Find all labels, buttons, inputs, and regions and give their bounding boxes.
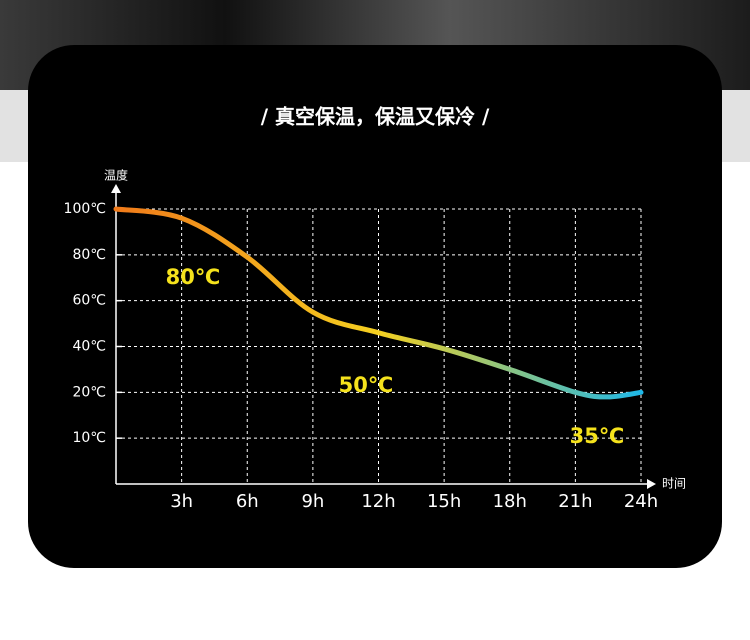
x-tick-label: 12h (361, 491, 395, 512)
y-tick-label: 10℃ (72, 430, 106, 446)
y-arrow (111, 184, 121, 193)
x-arrow (647, 479, 656, 489)
y-tick-label: 100℃ (64, 201, 106, 217)
annotation: 80℃ (166, 265, 221, 289)
y-tick-label: 40℃ (72, 339, 106, 355)
x-tick-label: 6h (236, 491, 259, 512)
x-tick-label: 24h (624, 491, 658, 512)
annotation: 50℃ (339, 373, 394, 397)
x-tick-label: 21h (558, 491, 592, 512)
x-tick-label: 18h (493, 491, 527, 512)
data-line (113, 206, 644, 400)
card (28, 45, 722, 568)
y-tick-label: 20℃ (72, 384, 106, 400)
y-tick-label: 60℃ (72, 293, 106, 309)
y-axis-label: 温度 (104, 168, 128, 183)
y-tick-label: 80℃ (72, 247, 106, 263)
x-tick-label: 15h (427, 491, 461, 512)
x-tick-label: 9h (301, 491, 324, 512)
x-axis-label: 时间 (662, 477, 686, 491)
x-tick-label: 3h (170, 491, 193, 512)
annotation: 35℃ (570, 424, 625, 448)
chart-title: / 真空保温，保温又保冷 / (261, 105, 490, 129)
